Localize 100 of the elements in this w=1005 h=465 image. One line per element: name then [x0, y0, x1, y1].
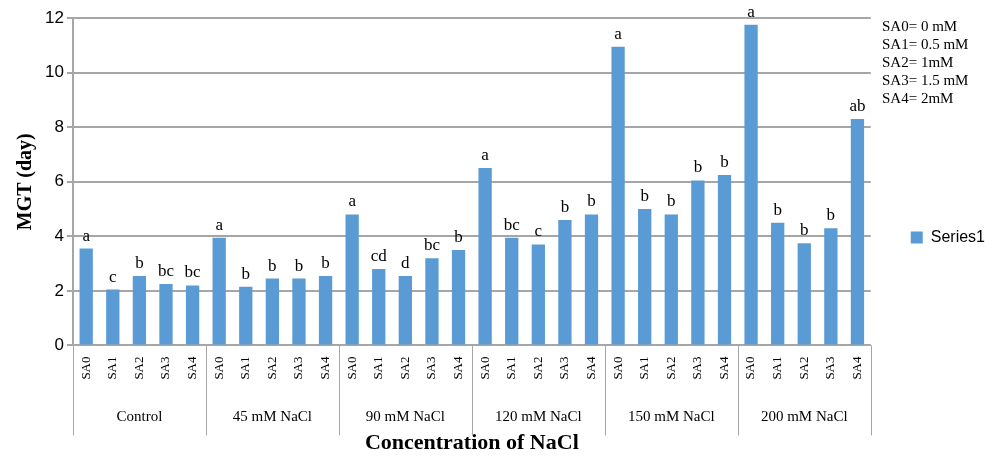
bar	[159, 284, 173, 345]
x-tick-label: SA0	[476, 356, 492, 380]
y-tick-label: 4	[54, 226, 64, 246]
data-label: b	[241, 263, 251, 283]
x-tick-label: SA3	[822, 356, 838, 380]
text: SA2= 1mM	[882, 54, 954, 71]
x-tick-label: SA3	[290, 356, 306, 380]
data-label: b	[667, 191, 676, 211]
data-label: b	[773, 199, 782, 219]
data-label: b	[720, 151, 729, 171]
text: SA3= 1.5 mM	[882, 72, 969, 89]
data-label: bc	[184, 262, 202, 282]
data-label: b	[693, 157, 703, 177]
bar	[611, 46, 625, 345]
data-label: a	[481, 145, 490, 165]
legend-label: Series1	[930, 227, 986, 245]
bar	[425, 258, 439, 345]
y-tick-label: 6	[54, 171, 64, 191]
x-axis-title: Concentration of NaCl	[364, 429, 579, 455]
bar	[79, 248, 93, 345]
bar	[318, 275, 333, 345]
x-tick-label: SA3	[689, 356, 705, 380]
data-label: c	[109, 266, 118, 286]
data-label: cd	[370, 246, 388, 266]
bar	[478, 168, 492, 345]
bar	[239, 286, 253, 345]
data-label: b	[560, 196, 570, 216]
bar	[372, 269, 386, 345]
bar	[292, 278, 306, 345]
x-tick-label: SA0	[343, 356, 359, 380]
data-label: bc	[503, 214, 521, 234]
bar	[584, 214, 599, 345]
bar	[212, 237, 226, 345]
bar	[638, 209, 652, 345]
text: 45 mM NaCl	[232, 408, 312, 425]
y-tick-label: 10	[44, 62, 64, 82]
text: 120 mM NaCl	[494, 408, 582, 425]
data-label: ab	[849, 95, 866, 115]
bar	[771, 222, 785, 345]
x-tick-label: SA1	[769, 356, 785, 380]
text: SA4= 2mM	[882, 90, 954, 107]
x-tick-label: SA1	[503, 356, 519, 380]
x-tick-label: SA4	[715, 355, 731, 380]
x-tick-label: SA1	[370, 356, 386, 380]
x-tick-label: SA4	[184, 355, 200, 380]
x-tick-label: SA2	[795, 356, 811, 380]
y-tick-label: 12	[44, 7, 64, 27]
x-tick-label: SA3	[423, 356, 439, 380]
data-label: a	[82, 225, 91, 245]
x-tick-label: SA0	[742, 356, 758, 380]
data-label: a	[215, 214, 224, 234]
text: SA1= 0.5 mM	[882, 36, 969, 53]
x-tick-label: SA2	[396, 356, 412, 380]
data-label: a	[747, 1, 756, 21]
bar	[132, 275, 147, 345]
data-label: b	[640, 186, 649, 205]
x-tick-label: SA0	[77, 356, 93, 380]
data-label: b	[800, 220, 809, 240]
x-tick-label: SA1	[237, 356, 253, 380]
x-tick-label: SA3	[556, 356, 572, 380]
y-tick-label: 8	[54, 116, 64, 136]
data-label: b	[135, 252, 144, 272]
data-label: c	[534, 221, 543, 241]
x-tick-label: SA4	[848, 355, 864, 380]
bar	[797, 243, 811, 345]
bar	[744, 24, 758, 345]
bar	[398, 275, 412, 345]
data-label: b	[294, 255, 304, 275]
bar	[345, 214, 359, 345]
bar	[185, 285, 200, 345]
bar	[717, 174, 732, 345]
data-label: bc	[423, 235, 441, 255]
bar	[850, 118, 865, 345]
bar	[824, 228, 838, 345]
x-tick-label: SA0	[609, 356, 625, 380]
text: Control	[116, 408, 163, 425]
x-tick-label: SA2	[662, 356, 678, 380]
data-label: b	[826, 205, 836, 225]
x-tick-label: SA1	[636, 356, 652, 380]
text: 150 mM NaCl	[627, 408, 715, 425]
x-tick-label: SA4	[582, 355, 598, 380]
x-tick-label: SA3	[157, 356, 173, 380]
bar	[691, 180, 705, 345]
bar	[106, 289, 120, 345]
bar	[451, 249, 466, 345]
text: 90 mM NaCl	[365, 408, 445, 425]
y-tick-label: 2	[54, 280, 64, 300]
data-label: d	[401, 252, 411, 272]
data-label: b	[454, 226, 463, 246]
text: 200 mM NaCl	[760, 408, 848, 425]
x-tick-label: SA2	[529, 356, 545, 380]
y-axis-title: MGT (day)	[13, 133, 37, 231]
data-label: b	[321, 252, 330, 272]
bar	[664, 214, 678, 345]
data-label: a	[614, 23, 623, 43]
x-tick-label: SA1	[104, 356, 120, 380]
bar	[265, 278, 280, 345]
x-tick-label: SA2	[130, 356, 146, 380]
x-tick-label: SA4	[449, 355, 465, 380]
y-tick-label: 0	[54, 335, 64, 355]
